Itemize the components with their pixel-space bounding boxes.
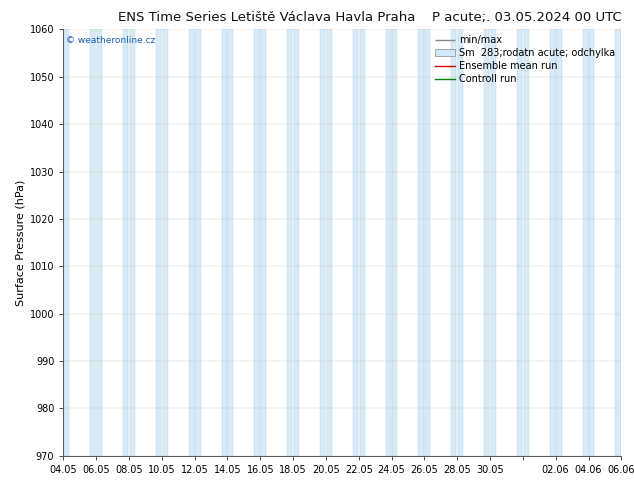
Bar: [123, 29, 128, 456]
Bar: [484, 29, 489, 456]
Bar: [583, 29, 588, 456]
Bar: [458, 29, 463, 456]
Bar: [353, 29, 358, 456]
Bar: [97, 29, 102, 456]
Bar: [261, 29, 266, 456]
Bar: [90, 29, 96, 456]
Legend: min/max, Sm  283;rodatn acute; odchylka, Ensemble mean run, Controll run: min/max, Sm 283;rodatn acute; odchylka, …: [431, 31, 619, 88]
Text: P acute;. 03.05.2024 00 UTC: P acute;. 03.05.2024 00 UTC: [432, 11, 621, 24]
Bar: [58, 29, 63, 456]
Bar: [130, 29, 135, 456]
Bar: [254, 29, 259, 456]
Bar: [616, 29, 621, 456]
Y-axis label: Surface Pressure (hPa): Surface Pressure (hPa): [16, 179, 25, 306]
Bar: [418, 29, 424, 456]
Bar: [294, 29, 299, 456]
Bar: [195, 29, 200, 456]
Bar: [589, 29, 595, 456]
Bar: [189, 29, 194, 456]
Bar: [156, 29, 161, 456]
Bar: [550, 29, 555, 456]
Bar: [392, 29, 398, 456]
Bar: [359, 29, 365, 456]
Bar: [222, 29, 227, 456]
Bar: [517, 29, 522, 456]
Bar: [163, 29, 168, 456]
Bar: [287, 29, 292, 456]
Bar: [327, 29, 332, 456]
Bar: [524, 29, 529, 456]
Bar: [491, 29, 496, 456]
Text: © weatheronline.cz: © weatheronline.cz: [66, 36, 155, 45]
Bar: [451, 29, 456, 456]
Bar: [228, 29, 233, 456]
Bar: [385, 29, 391, 456]
Bar: [320, 29, 325, 456]
Bar: [622, 29, 627, 456]
Text: ENS Time Series Letiště Václava Havla Praha: ENS Time Series Letiště Václava Havla Pr…: [117, 11, 415, 24]
Bar: [425, 29, 430, 456]
Bar: [557, 29, 562, 456]
Bar: [64, 29, 69, 456]
